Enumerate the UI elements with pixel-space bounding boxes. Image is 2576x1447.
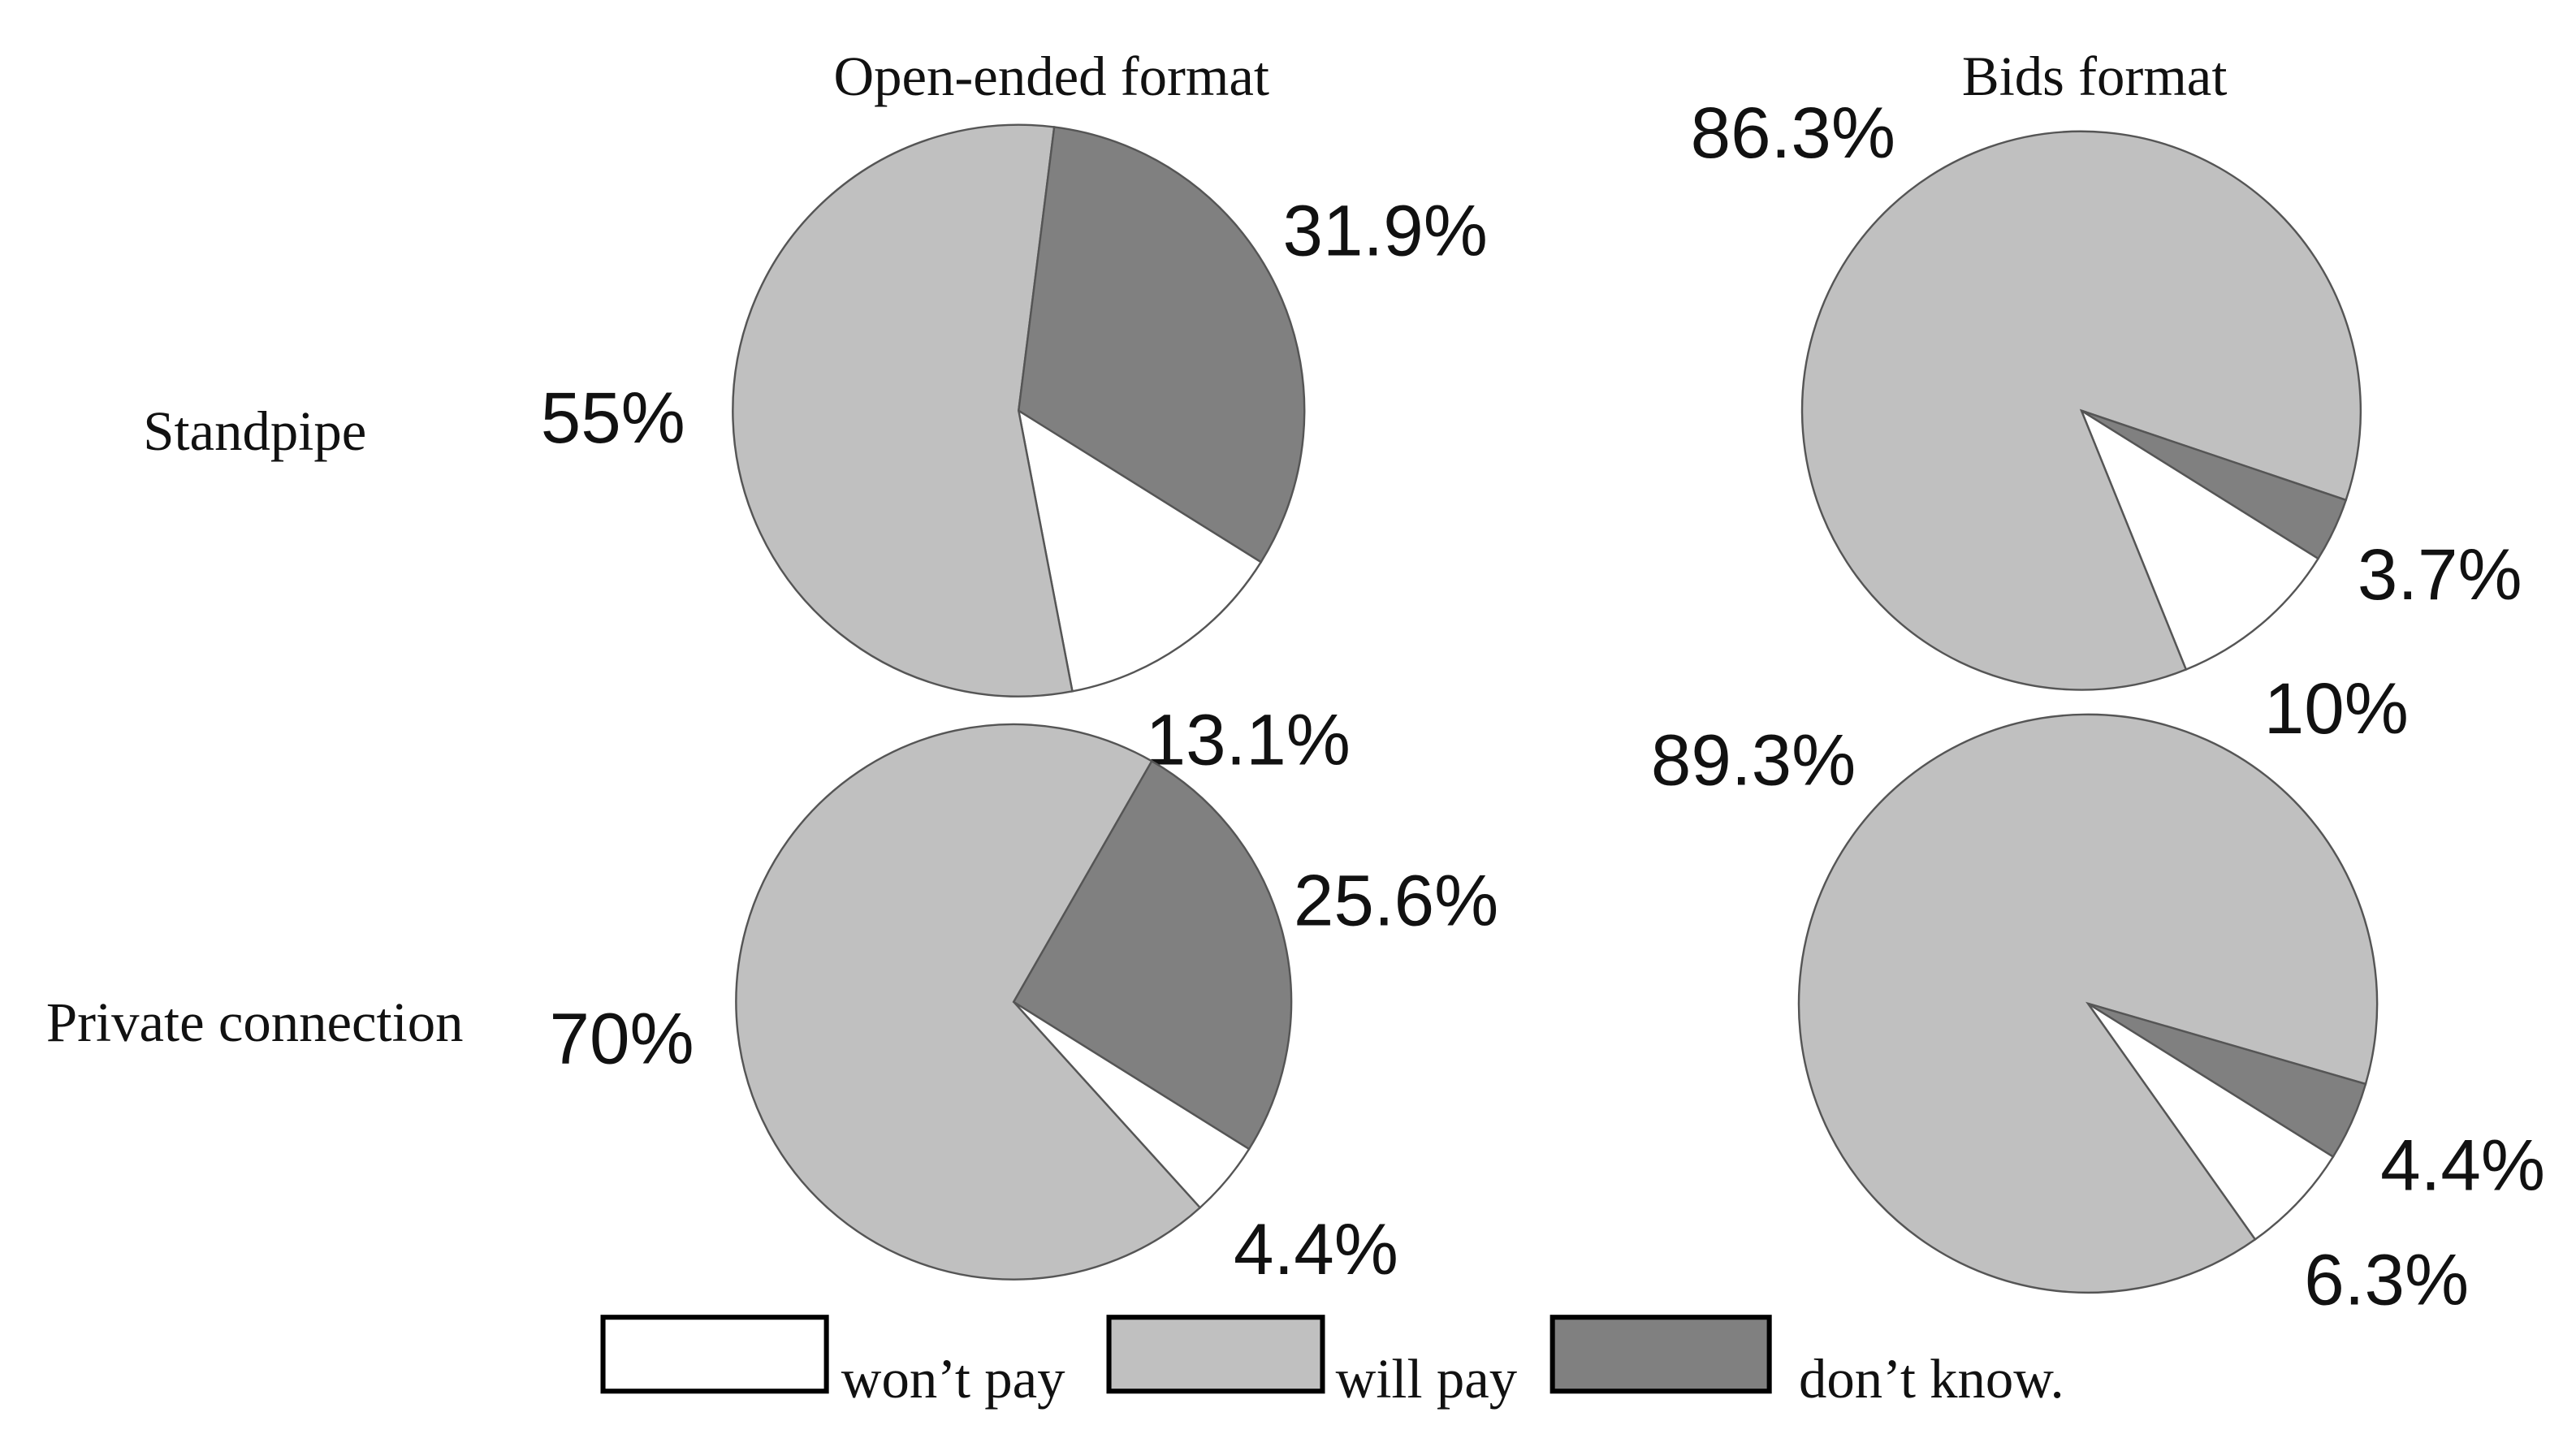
column-title: Open-ended format [833, 45, 1269, 107]
pie-slice [2087, 1002, 2335, 1242]
pie-slice [1012, 759, 1293, 1151]
legend-label: won’t pay [841, 1348, 1065, 1410]
slice-label: 70% [550, 997, 694, 1078]
slice-label: 25.6% [1294, 859, 1498, 940]
slice-label: 6.3% [2304, 1238, 2469, 1320]
slice-label: 10% [2264, 667, 2409, 749]
slice-label: 89.3% [1651, 719, 1856, 800]
pie-slice [1017, 408, 1263, 693]
slice-label: 4.4% [2380, 1125, 2545, 1206]
slice-label: 86.3% [1691, 92, 1895, 173]
legend-label: will pay [1336, 1348, 1518, 1410]
slice-label: 31.9% [1283, 190, 1488, 271]
slice-label: 13.1% [1146, 698, 1351, 780]
slice-label: 55% [541, 377, 685, 458]
legend-swatch [1106, 1315, 1325, 1394]
pie-slice [732, 123, 1074, 698]
row-label: Private connection [46, 991, 464, 1053]
legend-swatch [600, 1315, 829, 1394]
pie-slice [1017, 126, 1306, 564]
column-title: Bids format [1962, 45, 2228, 107]
pie-slice [2081, 409, 2348, 560]
slice-label: 3.7% [2358, 533, 2522, 615]
pie-slice [2087, 1002, 2367, 1159]
legend-label: don’t know. [1799, 1348, 2064, 1410]
pie-slice [2079, 408, 2320, 672]
row-label: Standpipe [143, 400, 366, 462]
pie-slice [735, 723, 1202, 1281]
slice-label: 4.4% [1234, 1208, 1398, 1289]
legend-swatch [1549, 1315, 1772, 1394]
